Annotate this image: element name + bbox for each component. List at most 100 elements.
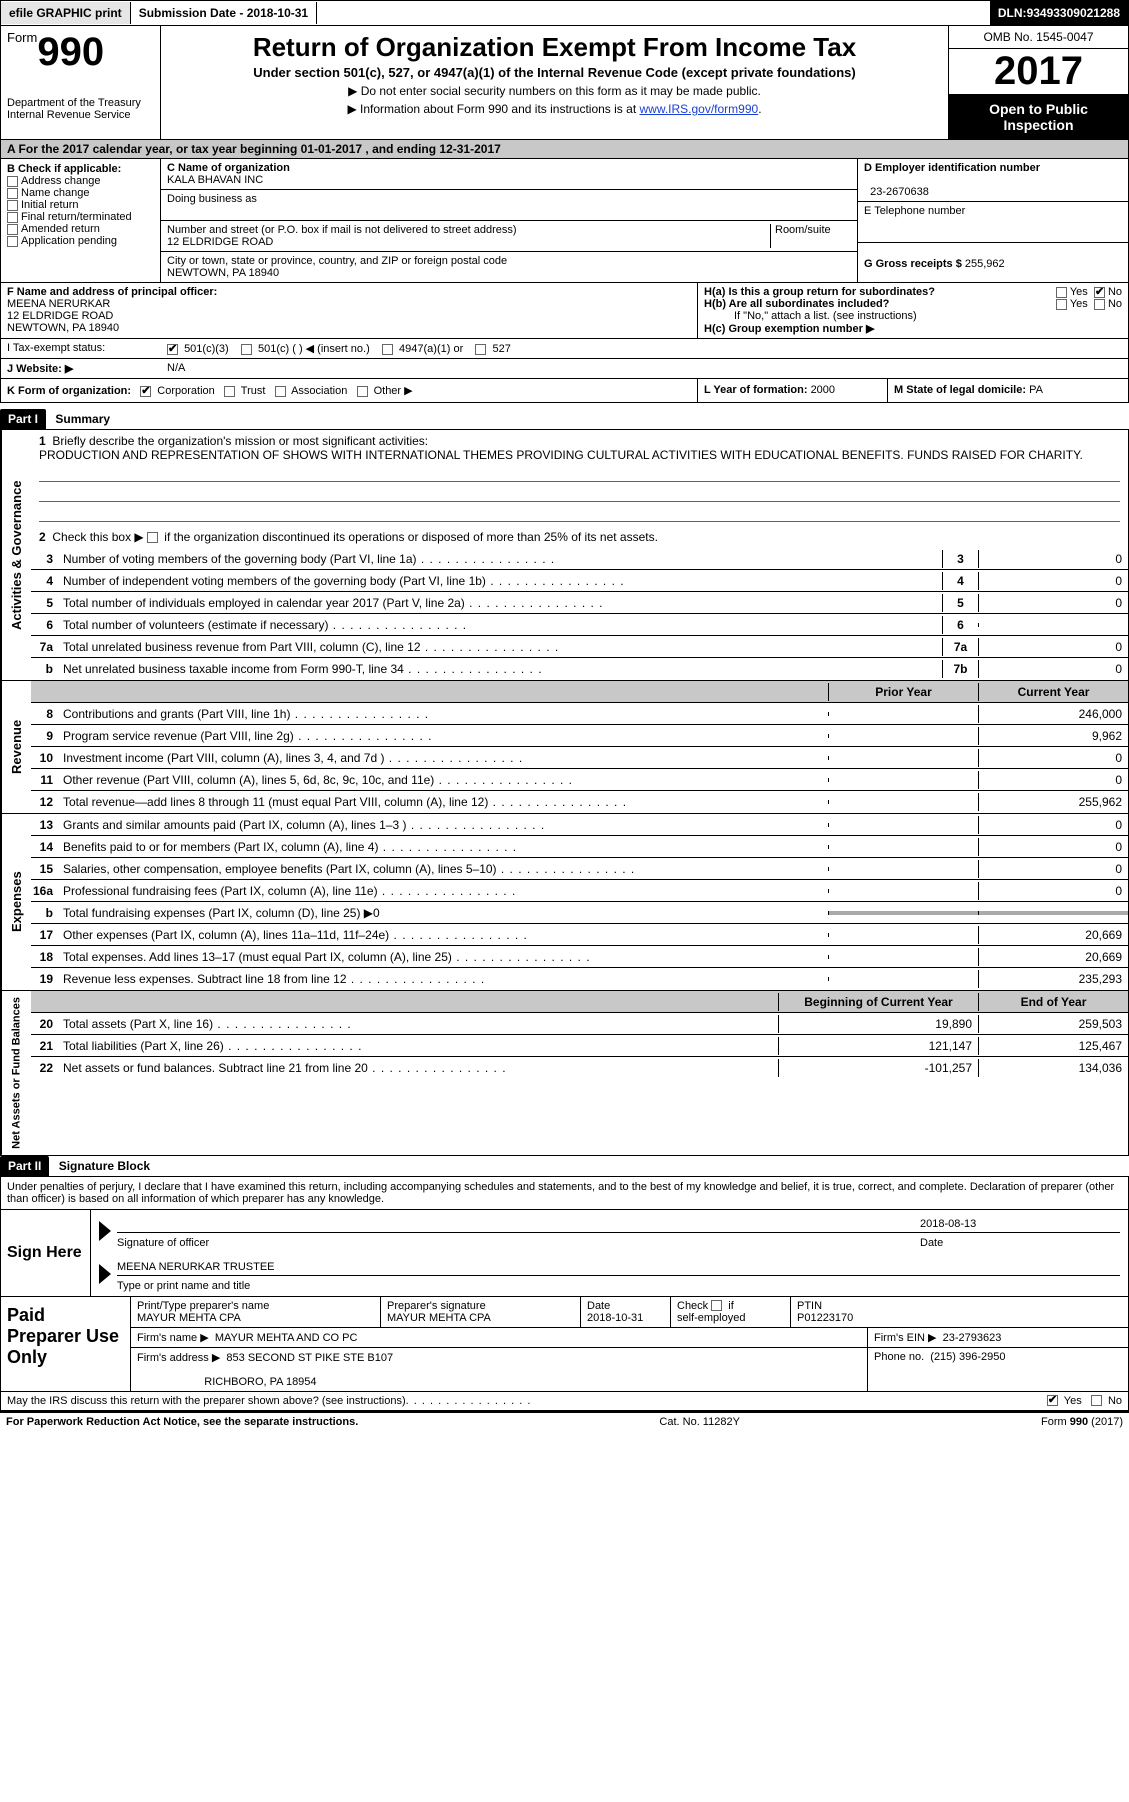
prep-check-cell: Check ifself-employed (671, 1297, 791, 1327)
ptin-value: P01223170 (797, 1312, 853, 1324)
row-desc: Number of independent voting members of … (59, 572, 942, 590)
q1-num: 1 (39, 434, 46, 448)
dln-label: DLN: (998, 6, 1027, 20)
row-desc: Total number of individuals employed in … (59, 594, 942, 612)
addr-value: 12 ELDRIDGE ROAD (167, 236, 273, 248)
hb-no-chk[interactable] (1094, 299, 1105, 310)
firm-name-cell: Firm's name ▶ MAYUR MEHTA AND CO PC (131, 1328, 868, 1347)
net-header-row: Beginning of Current Year End of Year (31, 991, 1128, 1013)
header-mid: Return of Organization Exempt From Incom… (161, 26, 948, 139)
row-a-pre: A For the 2017 calendar year, or tax yea… (7, 142, 301, 156)
row-desc: Benefits paid to or for members (Part IX… (59, 838, 828, 856)
tax-year: 2017 (949, 49, 1128, 95)
chk-527[interactable] (475, 344, 486, 355)
blank-line-3 (39, 504, 1120, 522)
chk-discontinued[interactable] (147, 532, 158, 543)
year-formation: L Year of formation: 2000 (698, 379, 888, 402)
row-prior (828, 823, 978, 827)
row-value: 0 (978, 572, 1128, 590)
part2-badge: Part II (0, 1156, 49, 1176)
firm-addr-label: Firm's address ▶ (137, 1352, 220, 1364)
row-num: 11 (31, 771, 59, 789)
chk-application-pending[interactable]: Application pending (7, 235, 154, 247)
chk-self-employed[interactable] (711, 1300, 722, 1311)
website-label: J Website: ▶ (7, 363, 73, 375)
part2-title: Signature Block (53, 1159, 150, 1173)
row-value: 0 (978, 638, 1128, 656)
table-row: 17 Other expenses (Part IX, column (A), … (31, 924, 1128, 946)
org-name-label: C Name of organization (167, 162, 290, 174)
ha-yes-chk[interactable] (1056, 287, 1067, 298)
firm-ein-value: 23-2793623 (943, 1332, 1002, 1344)
chk-address-change[interactable]: Address change (7, 175, 154, 187)
table-row: 22 Net assets or fund balances. Subtract… (31, 1057, 1128, 1079)
row-prior (828, 867, 978, 871)
lbl-501c: 501(c) ( ) ◀ (insert no.) (258, 343, 370, 355)
row-num: 4 (31, 572, 59, 590)
row-desc: Grants and similar amounts paid (Part IX… (59, 816, 828, 834)
lbl-corporation: Corporation (157, 385, 214, 397)
chk-association[interactable] (275, 386, 286, 397)
tax-year-end: 12-31-2017 (439, 142, 500, 156)
row-num: 14 (31, 838, 59, 856)
net-assets-section: Net Assets or Fund Balances Beginning of… (0, 991, 1129, 1156)
chk-trust[interactable] (224, 386, 235, 397)
sign-here-content: 2018-08-13 Signature of officer Date MEE… (91, 1210, 1128, 1296)
chk-501c[interactable] (241, 344, 252, 355)
blank-line-2 (39, 484, 1120, 502)
ha-no-chk[interactable] (1094, 287, 1105, 298)
efile-print-button[interactable]: efile GRAPHIC print (1, 2, 131, 24)
row-desc: Contributions and grants (Part VIII, lin… (59, 705, 828, 723)
table-row: 11 Other revenue (Part VIII, column (A),… (31, 769, 1128, 791)
row-current: 20,669 (978, 926, 1128, 944)
row-current: 246,000 (978, 705, 1128, 723)
col-b-checkboxes: B Check if applicable: Address change Na… (1, 159, 161, 282)
row-num: b (31, 660, 59, 678)
form-word: Form (7, 30, 37, 45)
chk-other[interactable] (357, 386, 368, 397)
section-h: H(a) Is this a group return for subordin… (698, 283, 1128, 338)
tax-year-begin: 01-01-2017 (301, 142, 362, 156)
discuss-no-label: No (1108, 1395, 1122, 1407)
ptin-label: PTIN (797, 1300, 822, 1312)
chk-discuss-yes[interactable] (1047, 1395, 1058, 1406)
chk-4947[interactable] (382, 344, 393, 355)
chk-amended-return[interactable]: Amended return (7, 223, 154, 235)
chk-501c3[interactable] (167, 344, 178, 355)
prep-date-cell: Date 2018-10-31 (581, 1297, 671, 1327)
org-name-cell: C Name of organization KALA BHAVAN INC (161, 159, 857, 190)
officer-label: F Name and address of principal officer: (7, 286, 217, 298)
table-row: 7a Total unrelated business revenue from… (31, 636, 1128, 658)
form-header: Form990 Department of the Treasury Inter… (0, 26, 1129, 140)
dept-treasury: Department of the Treasury (7, 97, 154, 109)
table-row: 14 Benefits paid to or for members (Part… (31, 836, 1128, 858)
chk-discuss-no[interactable] (1091, 1395, 1102, 1406)
side-label-net: Net Assets or Fund Balances (1, 991, 31, 1155)
form-subtitle: Under section 501(c), 527, or 4947(a)(1)… (169, 65, 940, 80)
row-desc: Program service revenue (Part VIII, line… (59, 727, 828, 745)
row-num: 5 (31, 594, 59, 612)
hb-yes-chk[interactable] (1056, 299, 1067, 310)
chk-name-change[interactable]: Name change (7, 187, 154, 199)
firm-phone-label: Phone no. (874, 1351, 924, 1363)
row-a-calendar-year: A For the 2017 calendar year, or tax yea… (0, 140, 1129, 159)
chk-corporation[interactable] (140, 386, 151, 397)
lbl-association: Association (291, 385, 347, 397)
row-num: 17 (31, 926, 59, 944)
row-num: 8 (31, 705, 59, 723)
chk-final-return[interactable]: Final return/terminated (7, 211, 154, 223)
paid-preparer-block: Paid Preparer Use Only Print/Type prepar… (0, 1297, 1129, 1392)
table-row: 12 Total revenue—add lines 8 through 11 … (31, 791, 1128, 813)
paid-preparer-content: Print/Type preparer's name MAYUR MEHTA C… (131, 1297, 1128, 1391)
row-desc: Investment income (Part VIII, column (A)… (59, 749, 828, 767)
chk-initial-return[interactable]: Initial return (7, 199, 154, 211)
prep-sig-value: MAYUR MEHTA CPA (387, 1312, 491, 1324)
chk-final-return-label: Final return/terminated (21, 211, 132, 223)
table-row: 9 Program service revenue (Part VIII, li… (31, 725, 1128, 747)
irs-link[interactable]: www.IRS.gov/form990 (639, 102, 758, 116)
lbl-527: 527 (493, 343, 511, 355)
row-current: 235,293 (978, 970, 1128, 988)
side-label-expenses: Expenses (1, 814, 31, 990)
row-current: 9,962 (978, 727, 1128, 745)
row-num: 16a (31, 882, 59, 900)
